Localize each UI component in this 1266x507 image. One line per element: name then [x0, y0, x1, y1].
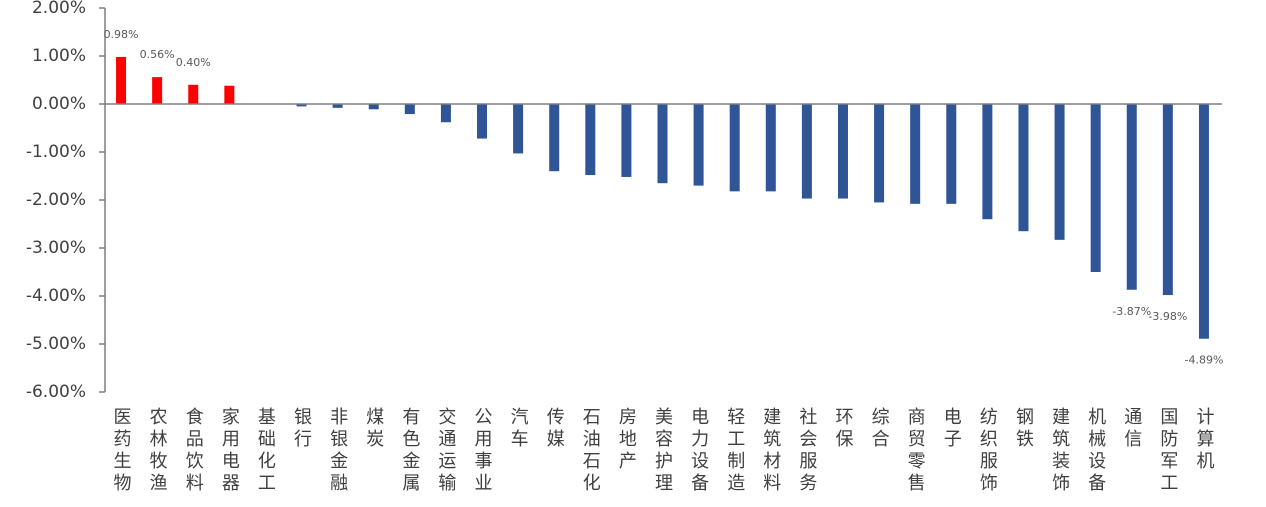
x-tick-label: 环保 — [832, 407, 853, 451]
x-tick-label: 非银金融 — [327, 407, 348, 495]
y-tick-label: 0.00% — [32, 94, 86, 114]
x-tick-label: 银行 — [291, 407, 312, 451]
x-tick-label: 计算机 — [1193, 407, 1214, 473]
x-tick-label: 钢铁 — [1013, 407, 1034, 451]
bar — [765, 104, 776, 192]
bar — [801, 104, 812, 199]
x-tick-label: 医药生物 — [111, 407, 132, 495]
bar — [224, 85, 235, 104]
x-tick-label: 公用事业 — [472, 407, 493, 495]
y-tick-label: 1.00% — [32, 46, 86, 66]
bar — [1018, 104, 1029, 232]
bar — [946, 104, 957, 204]
x-tick-label: 交通运输 — [435, 407, 456, 495]
x-tick-label: 汽车 — [508, 407, 529, 451]
x-tick-label: 综合 — [869, 407, 890, 451]
bar — [1090, 104, 1101, 272]
bar — [296, 104, 307, 107]
bar — [1198, 104, 1209, 339]
y-tick-label: -5.00% — [26, 334, 86, 354]
bar — [874, 104, 885, 203]
x-tick-label: 房地产 — [616, 407, 637, 473]
bar — [1126, 104, 1137, 290]
y-tick-label: -6.00% — [26, 382, 86, 402]
y-tick-label: -3.00% — [26, 238, 86, 258]
y-tick-label: -4.00% — [26, 286, 86, 306]
bar — [693, 104, 704, 186]
bar — [116, 56, 127, 104]
y-tick-label: -2.00% — [26, 190, 86, 210]
x-tick-label: 家用电器 — [219, 407, 240, 495]
x-tick-label: 有色金属 — [399, 407, 420, 495]
bar — [549, 104, 560, 172]
bar — [332, 104, 343, 108]
bar — [1162, 104, 1173, 296]
x-tick-label: 通信 — [1121, 407, 1142, 451]
bar — [368, 104, 379, 110]
bar — [477, 104, 488, 139]
x-tick-label: 纺织服饰 — [977, 407, 998, 495]
value-label: 0.98% — [104, 28, 139, 41]
x-tick-label: 煤炭 — [363, 407, 384, 451]
bar — [188, 84, 199, 104]
x-tick-label: 建筑材料 — [760, 407, 781, 495]
x-tick-label: 石油石化 — [580, 407, 601, 495]
x-tick-label: 电力设备 — [688, 407, 709, 495]
x-tick-label: 建筑装饰 — [1049, 407, 1070, 495]
value-label: -3.98% — [1148, 310, 1187, 323]
bar — [152, 77, 163, 104]
x-tick-label: 基础化工 — [255, 407, 276, 495]
x-tick-label: 食品饮料 — [183, 407, 204, 495]
value-label: 0.56% — [140, 48, 175, 61]
y-tick-label: 2.00% — [32, 0, 86, 18]
bar — [1054, 104, 1065, 240]
y-tick-label: -1.00% — [26, 142, 86, 162]
bar — [585, 104, 596, 176]
x-tick-label: 社会服务 — [796, 407, 817, 495]
x-tick-label: 国防军工 — [1157, 407, 1178, 495]
bar — [657, 104, 668, 184]
bar — [440, 104, 451, 123]
bar — [513, 104, 524, 154]
value-label: 0.40% — [176, 56, 211, 69]
bar — [729, 104, 740, 192]
x-tick-label: 传媒 — [544, 407, 565, 451]
bar — [837, 104, 848, 199]
x-tick-label: 机械设备 — [1085, 407, 1106, 495]
bar — [982, 104, 993, 220]
x-tick-label: 农林牧渔 — [147, 407, 168, 495]
x-tick-label: 轻工制造 — [724, 407, 745, 495]
x-tick-label: 电子 — [941, 407, 962, 451]
bar — [910, 104, 921, 204]
x-tick-label: 商贸零售 — [905, 407, 926, 495]
value-label: -4.89% — [1184, 354, 1223, 367]
x-tick-label: 美容护理 — [652, 407, 673, 495]
value-label: -3.87% — [1112, 305, 1151, 318]
bar — [621, 104, 632, 177]
bar — [404, 104, 415, 115]
